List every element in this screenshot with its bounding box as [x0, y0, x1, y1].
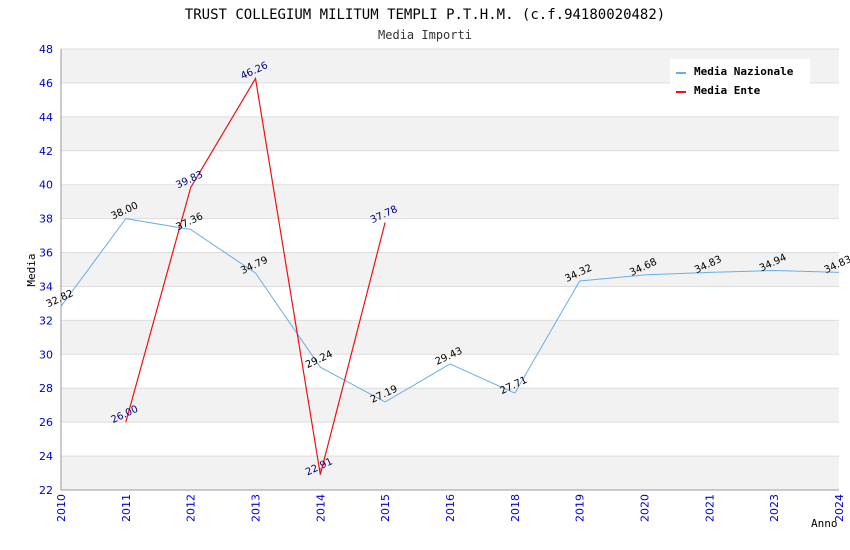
x-tick-label: 2021: [703, 494, 716, 522]
y-tick-label: 40: [39, 179, 53, 192]
grid-band: [61, 388, 839, 423]
legend: Media Nazionale Media Ente: [670, 59, 810, 101]
y-tick-label: 42: [39, 145, 53, 158]
series-lines: [60, 76, 840, 475]
series-line-media-ente: [125, 76, 386, 475]
legend-label-media-ente: Media Ente: [694, 84, 761, 97]
x-tick-label: 2020: [639, 494, 652, 522]
x-tick-label: 2011: [120, 494, 133, 522]
grid-band: [61, 116, 839, 151]
y-tick-label: 48: [39, 43, 53, 56]
chart-title: TRUST COLLEGIUM MILITUM TEMPLI P.T.H.M. …: [185, 7, 665, 23]
y-axis-label: Media: [25, 253, 38, 286]
y-tick-label: 24: [39, 450, 53, 463]
y-tick-label: 46: [39, 77, 53, 90]
series-line-media-nazionale: [60, 218, 840, 403]
x-tick-labels: 2010 2011 2012 2013 2014 2015 2016 2018 2019 2020…: [55, 494, 846, 522]
x-axis-label: Anno: [811, 517, 838, 530]
x-tick-label: 2023: [768, 494, 781, 522]
y-tick-label: 36: [39, 247, 53, 260]
legend-box: [670, 59, 810, 101]
x-tick-label: 2015: [379, 494, 392, 522]
y-tick-label: 28: [39, 382, 53, 395]
x-tick-label: 2018: [509, 494, 522, 522]
x-tick-label: 2012: [185, 494, 198, 522]
y-tick-label: 26: [39, 416, 53, 429]
y-tick-label: 44: [39, 111, 53, 124]
grid-band: [61, 184, 839, 219]
grid-band: [61, 252, 839, 287]
y-tick-label: 30: [39, 348, 53, 361]
chart-subtitle: Media Importi: [378, 28, 472, 42]
grid-band: [61, 456, 839, 490]
x-tick-label: 2024: [833, 494, 846, 522]
y-tick-label: 32: [39, 314, 53, 327]
y-tick-label: 22: [39, 484, 53, 497]
x-tick-label: 2013: [250, 494, 263, 522]
x-tick-label: 2019: [574, 494, 587, 522]
legend-label-media-nazionale: Media Nazionale: [694, 65, 794, 78]
grid-band: [61, 320, 839, 355]
y-tick-labels: 22 24 26 28 30 32 34 36 38 40 42 44 46 48: [39, 43, 53, 497]
y-tick-label: 38: [39, 213, 53, 226]
y-tick-label: 34: [39, 280, 53, 293]
x-tick-label: 2010: [55, 494, 68, 522]
x-tick-label: 2014: [314, 494, 327, 522]
grid-bands: [61, 49, 839, 490]
x-tick-label: 2016: [444, 494, 457, 522]
